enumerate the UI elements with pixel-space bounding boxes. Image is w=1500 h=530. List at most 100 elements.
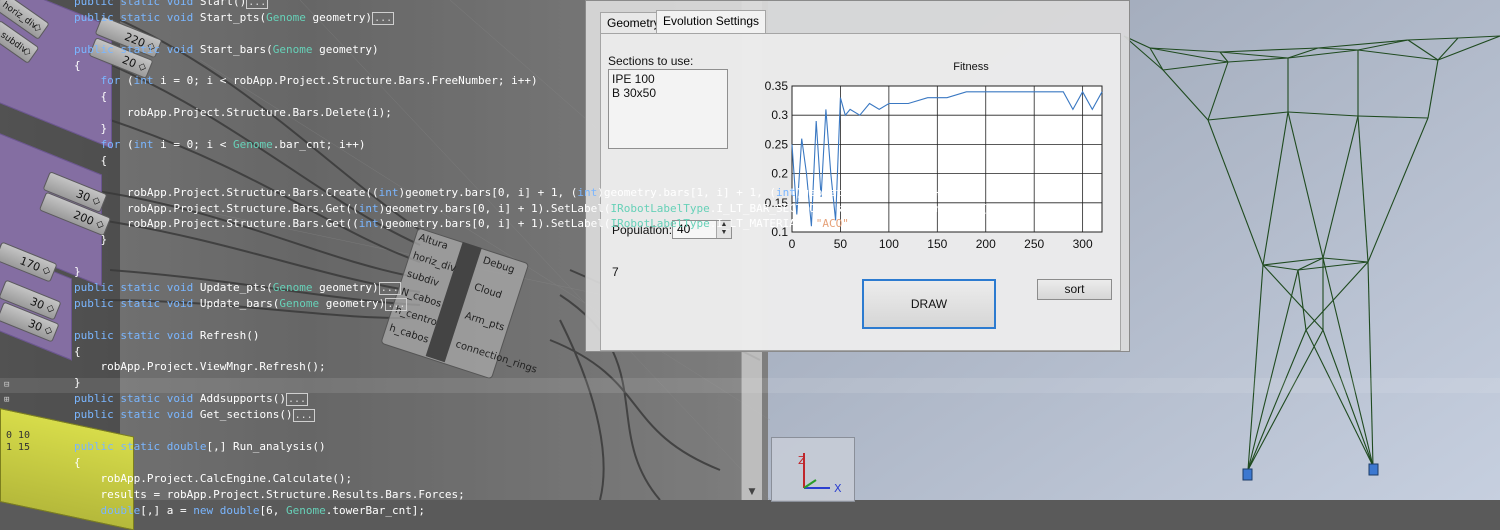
series-line bbox=[791, 90, 1103, 227]
code-line[interactable]: robApp.Project.Structure.Bars.Delete(i); bbox=[74, 105, 1074, 121]
tower-bar bbox=[1247, 269, 1299, 471]
tower-bar bbox=[1149, 47, 1164, 71]
draw-button[interactable]: DRAW bbox=[862, 279, 996, 329]
code-line[interactable]: public static void Refresh() bbox=[74, 328, 1074, 344]
fold-marker[interactable]: ⊞ bbox=[4, 395, 10, 405]
tab-geometry[interactable]: Geometry bbox=[600, 12, 667, 33]
code-token: Get_sections() bbox=[199, 408, 293, 422]
collapsed-region[interactable]: ... bbox=[372, 11, 395, 25]
code-token: int bbox=[358, 201, 379, 215]
code-token: ( bbox=[120, 138, 134, 152]
code-line[interactable]: { bbox=[74, 344, 1074, 360]
spin-arrows-icon[interactable]: ▲ ▼ bbox=[716, 221, 731, 238]
collapsed-region[interactable]: ... bbox=[292, 409, 315, 423]
robot-viewport[interactable] bbox=[768, 0, 1500, 500]
sections-listbox[interactable]: IPE 100 B 30x50 bbox=[608, 69, 728, 149]
code-token: results = robApp.Project.Structure.Resul… bbox=[74, 487, 465, 501]
code-line[interactable]: robApp.Project.Structure.Bars.Create((in… bbox=[74, 185, 1074, 201]
code-line[interactable] bbox=[74, 26, 1074, 42]
code-line[interactable]: public static void Update_bars(Genome ge… bbox=[74, 296, 1074, 312]
code-token: ); bbox=[848, 217, 863, 231]
code-line[interactable]: public static void Start_pts(Genome geom… bbox=[74, 10, 1074, 26]
code-editor[interactable]: public static void Start()... public stat… bbox=[74, 0, 1074, 518]
tower-bar bbox=[1219, 47, 1319, 53]
code-token: { bbox=[74, 153, 108, 167]
x-tick-label: 250 bbox=[1024, 237, 1044, 251]
code-token: .I_LT_BAR_SECTION, sec_prop.section_name… bbox=[709, 201, 1015, 215]
population-stepper[interactable]: 40 ▲ ▼ bbox=[672, 220, 732, 239]
code-token: IRobotLabelType bbox=[610, 217, 710, 231]
code-line[interactable]: } bbox=[74, 375, 1074, 391]
code-line[interactable] bbox=[74, 312, 1074, 328]
tower-bar bbox=[1123, 35, 1164, 71]
code-token: int bbox=[133, 74, 154, 88]
code-token: Start() bbox=[199, 0, 247, 8]
fold-marker[interactable]: ⊟ bbox=[4, 380, 10, 390]
list-item[interactable]: IPE 100 bbox=[612, 72, 655, 86]
list-item[interactable]: B 30x50 bbox=[612, 86, 657, 100]
collapsed-region[interactable]: ... bbox=[246, 0, 269, 9]
tower-bar bbox=[1367, 117, 1429, 263]
code-line[interactable]: robApp.Project.ViewMngr.Refresh(); bbox=[74, 359, 1074, 375]
tower-bar bbox=[1149, 47, 1229, 63]
collapsed-region[interactable]: ... bbox=[378, 282, 401, 296]
sort-button[interactable]: sort bbox=[1037, 279, 1112, 300]
tower-bar bbox=[1305, 329, 1374, 467]
code-token: { bbox=[74, 90, 108, 104]
code-line[interactable]: for (int i = 0; i < Genome.bar_cnt; i++) bbox=[74, 137, 1074, 153]
code-line[interactable]: { bbox=[74, 153, 1074, 169]
code-line[interactable]: } bbox=[74, 121, 1074, 137]
code-line[interactable]: { bbox=[74, 89, 1074, 105]
code-line[interactable]: public static void Start_bars(Genome geo… bbox=[74, 42, 1074, 58]
code-line[interactable] bbox=[74, 248, 1074, 264]
tower-bar bbox=[1437, 35, 1500, 61]
tower-bar bbox=[1247, 329, 1324, 471]
tab-evolution-settings[interactable]: Evolution Settings bbox=[656, 10, 767, 34]
code-line[interactable]: } bbox=[74, 232, 1074, 248]
code-line[interactable]: robApp.Project.Structure.Bars.Get((int)g… bbox=[74, 216, 1074, 232]
collapsed-region[interactable]: ... bbox=[385, 297, 408, 311]
code-line[interactable]: robApp.Project.CalcEngine.Calculate(); bbox=[74, 471, 1074, 487]
tower-bar bbox=[1437, 37, 1459, 61]
tower-bar bbox=[1287, 111, 1359, 117]
x-tick-label: 0 bbox=[789, 237, 796, 251]
tower-bar bbox=[1262, 264, 1299, 271]
code-token: { bbox=[74, 344, 81, 358]
current-line-highlight bbox=[0, 378, 1500, 393]
code-line[interactable] bbox=[74, 423, 1074, 439]
code-line[interactable]: } bbox=[74, 264, 1074, 280]
code-line[interactable]: public static double[,] Run_analysis() bbox=[74, 439, 1074, 455]
x-tick-label: 100 bbox=[879, 237, 899, 251]
code-line[interactable]: public static void Update_pts(Genome geo… bbox=[74, 280, 1074, 296]
code-token: )geometry.bars[0, i] + 1).SetLabel( bbox=[378, 217, 611, 231]
code-token: } bbox=[74, 122, 108, 136]
code-line[interactable]: for (int i = 0; i < robApp.Project.Struc… bbox=[74, 73, 1074, 89]
code-line[interactable]: double[,] a = new double[6, Genome.tower… bbox=[74, 503, 1074, 519]
code-line[interactable]: public static void Addsupports()... bbox=[74, 391, 1074, 407]
code-token: double bbox=[100, 503, 141, 517]
code-token: )geometry.bars[2, i] + 1); bbox=[795, 185, 969, 199]
code-line[interactable] bbox=[74, 169, 1074, 185]
code-token: Genome bbox=[279, 296, 320, 310]
code-token: public static void bbox=[74, 281, 200, 295]
y-tick-label: 0.2 bbox=[771, 167, 788, 181]
code-line[interactable]: results = robApp.Project.Structure.Resul… bbox=[74, 487, 1074, 503]
code-line[interactable]: { bbox=[74, 58, 1074, 74]
tower-bar bbox=[1247, 329, 1307, 471]
code-token: robApp.Project.Structure.Bars.Delete(i); bbox=[74, 106, 392, 120]
code-token: Genome bbox=[272, 281, 313, 295]
code-token: Genome bbox=[266, 10, 306, 24]
code-line[interactable]: { bbox=[74, 455, 1074, 471]
tower-bar bbox=[1407, 37, 1459, 41]
tower-bar bbox=[1457, 35, 1500, 39]
scroll-down-icon[interactable]: ▼ bbox=[748, 487, 756, 497]
code-line[interactable]: public static void Start()... bbox=[74, 0, 1074, 10]
tower-bar bbox=[1287, 49, 1359, 59]
code-line[interactable]: public static void Get_sections()... bbox=[74, 407, 1074, 423]
axis-gizmo[interactable]: Z X bbox=[771, 437, 855, 502]
code-token: Update_bars( bbox=[199, 296, 280, 310]
tower-bar bbox=[1207, 61, 1229, 121]
code-line[interactable]: robApp.Project.Structure.Bars.Get((int)g… bbox=[74, 201, 1074, 217]
tower-bar bbox=[1322, 115, 1359, 259]
collapsed-region[interactable]: ... bbox=[285, 393, 308, 407]
